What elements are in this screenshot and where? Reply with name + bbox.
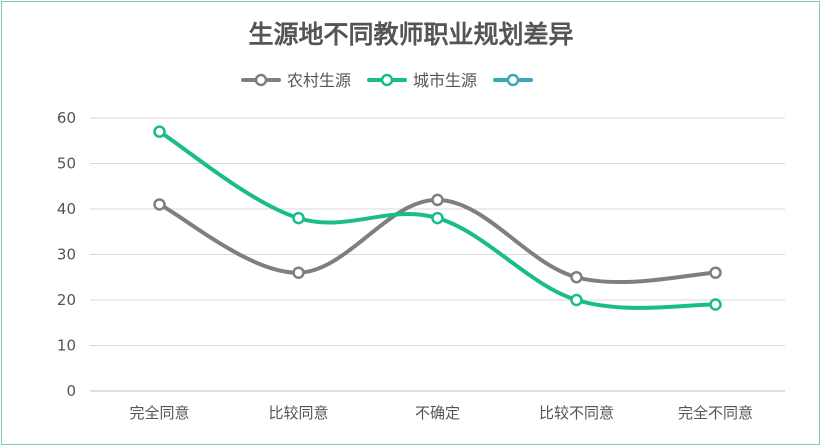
x-tick-label: 不确定 [415, 404, 460, 422]
x-tick-label: 比较不同意 [539, 404, 614, 422]
legend: 农村生源 城市生源 [241, 71, 533, 90]
legend-marker [254, 73, 268, 87]
y-tick-label: 30 [57, 246, 76, 264]
data-point [431, 193, 444, 207]
data-point [709, 266, 722, 279]
chart-title: 生源地不同教师职业规划差异 [248, 20, 573, 49]
data-point [570, 271, 583, 284]
y-tick-label: 20 [57, 291, 76, 309]
series-layer [153, 125, 722, 311]
legend-label: 农村生源 [287, 71, 351, 90]
x-axis: 完全同意 比较同意 不确定 比较不同意 完全不同意 [129, 404, 753, 422]
data-point [292, 211, 305, 225]
data-point [292, 266, 305, 279]
y-tick-label: 50 [57, 155, 76, 173]
legend-marker [506, 73, 520, 87]
legend-label: 城市生源 [413, 71, 477, 90]
y-tick-label: 40 [57, 200, 76, 218]
gridlines [90, 117, 785, 392]
data-point [431, 211, 444, 225]
y-tick-label: 10 [57, 337, 76, 355]
x-tick-label: 完全不同意 [678, 404, 753, 422]
y-axis: 0 10 20 30 40 50 60 [57, 109, 76, 400]
y-tick-label: 60 [57, 109, 76, 127]
y-tick-label: 0 [66, 382, 76, 400]
legend-marker [380, 73, 394, 87]
x-tick-label: 完全同意 [129, 404, 189, 422]
data-point [570, 293, 583, 307]
data-point [153, 125, 166, 138]
data-point [153, 198, 166, 211]
x-tick-label: 比较同意 [268, 404, 328, 422]
data-point [709, 298, 722, 311]
